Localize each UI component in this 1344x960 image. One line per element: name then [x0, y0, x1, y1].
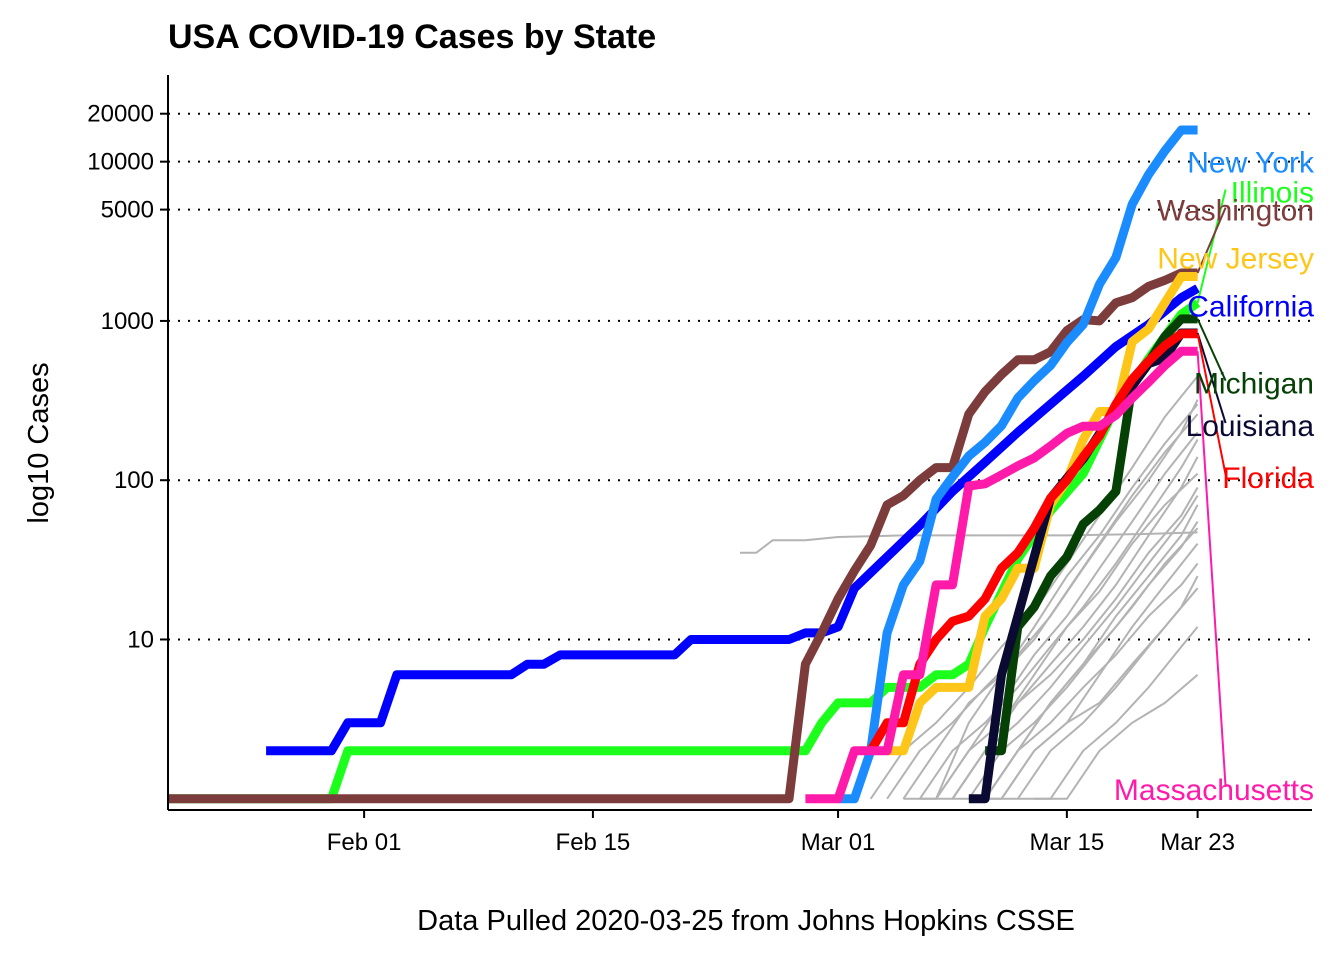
- background-state-line: [984, 521, 1199, 800]
- label-connector: [1196, 332, 1227, 424]
- x-axis-ticks: Feb 01 Feb 15 Mar 01 Mar 15 Mar 23: [327, 810, 1235, 856]
- state-label-california: California: [1187, 290, 1314, 323]
- background-state-line: [967, 527, 1199, 800]
- state-line-new-york: [838, 125, 1198, 804]
- state-label-washington: Washington: [1157, 195, 1314, 228]
- state-label-illinois: Illinois: [1231, 176, 1314, 209]
- y-axis-title: log10 Cases: [23, 362, 55, 523]
- label-connectors: [1196, 189, 1227, 788]
- x-tick-label: Feb 15: [556, 829, 631, 856]
- state-label-new-jersey: New Jersey: [1157, 243, 1314, 276]
- label-connector: [1196, 333, 1227, 476]
- x-tick-label: Mar 01: [801, 829, 876, 856]
- background-state-line: [902, 413, 1199, 800]
- state-line-michigan: [985, 314, 1198, 756]
- y-tick-label: 10: [127, 626, 154, 653]
- background-state-line: [984, 562, 1199, 800]
- x-tick-label: Mar 15: [1030, 829, 1105, 856]
- y-tick-label: 10000: [87, 149, 154, 176]
- state-label-massachusetts: Massachusetts: [1114, 774, 1314, 807]
- background-state-line: [1000, 587, 1199, 800]
- background-state-line: [869, 375, 1199, 800]
- chart-title: USA COVID-19 Cases by State: [168, 18, 656, 56]
- label-connector: [1196, 351, 1227, 788]
- background-state-lines: [740, 375, 1199, 800]
- state-label-michigan: Michigan: [1194, 368, 1314, 401]
- state-label-new-york: New York: [1187, 147, 1315, 180]
- background-state-line: [935, 431, 1199, 800]
- y-tick-label: 1000: [101, 308, 154, 335]
- state-line-washington: [168, 268, 1198, 804]
- x-tick-label: Mar 23: [1160, 829, 1235, 856]
- state-label-florida: Florida: [1222, 462, 1314, 495]
- label-connector: [1196, 189, 1227, 304]
- background-state-line: [1034, 674, 1199, 800]
- state-line-massachusetts: [805, 346, 1198, 804]
- highlighted-state-lines: [168, 125, 1201, 804]
- background-state-line: [903, 403, 1199, 800]
- y-axis-ticks: 10 100 1000 5000 10000 20000: [87, 101, 168, 653]
- x-axis-title: Data Pulled 2020-03-25 from Johns Hopkin…: [417, 905, 1075, 937]
- y-tick-label: 5000: [101, 197, 154, 224]
- y-tick-label: 100: [114, 467, 154, 494]
- state-label-louisiana: Louisiana: [1186, 410, 1315, 443]
- label-connector: [1196, 207, 1227, 274]
- label-connector: [1196, 318, 1227, 382]
- background-state-line: [935, 472, 1199, 800]
- y-tick-label: 20000: [87, 101, 154, 128]
- x-tick-label: Feb 01: [327, 829, 402, 856]
